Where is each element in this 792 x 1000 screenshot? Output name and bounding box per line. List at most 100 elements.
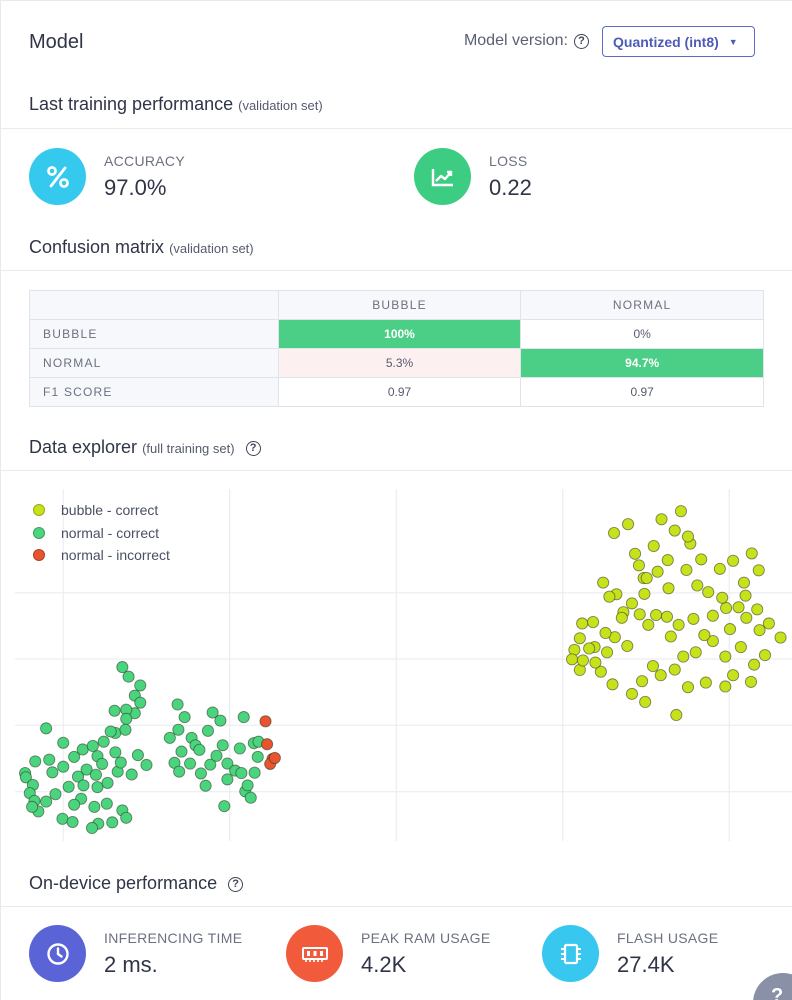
scatter-point[interactable]: [625, 687, 639, 700]
scatter-point[interactable]: [134, 679, 147, 692]
scatter-point[interactable]: [576, 617, 589, 630]
scatter-point[interactable]: [589, 656, 602, 669]
scatter-point[interactable]: [68, 798, 81, 811]
scatter-point[interactable]: [85, 821, 99, 835]
scatter-point[interactable]: [214, 714, 227, 727]
scatter-point[interactable]: [173, 765, 186, 778]
scatter-point[interactable]: [235, 767, 248, 780]
scatter-point[interactable]: [774, 631, 787, 644]
scatter-plot[interactable]: [15, 489, 792, 841]
scatter-point[interactable]: [689, 646, 702, 659]
scatter-point[interactable]: [97, 735, 110, 748]
scatter-point[interactable]: [629, 547, 642, 560]
scatter-point[interactable]: [594, 665, 607, 678]
scatter-point[interactable]: [233, 742, 246, 755]
scatter-point[interactable]: [646, 660, 660, 673]
scatter-point[interactable]: [163, 731, 176, 744]
scatter-point[interactable]: [655, 513, 668, 526]
scatter-point[interactable]: [573, 632, 586, 645]
scatter-point[interactable]: [62, 780, 75, 793]
scatter-point[interactable]: [261, 738, 274, 751]
scatter-point[interactable]: [201, 724, 214, 737]
scatter-point[interactable]: [251, 750, 264, 763]
scatter-point[interactable]: [120, 712, 133, 725]
scatter-point[interactable]: [66, 815, 79, 829]
scatter-point[interactable]: [183, 757, 197, 770]
scatter-point[interactable]: [49, 788, 62, 801]
scatter-point[interactable]: [745, 547, 758, 560]
scatter-point[interactable]: [101, 776, 114, 789]
help-icon[interactable]: ?: [574, 33, 589, 49]
scatter-point[interactable]: [636, 675, 649, 688]
scatter-point[interactable]: [662, 582, 675, 595]
scatter-point[interactable]: [175, 745, 188, 758]
scatter-point[interactable]: [748, 658, 761, 671]
scatter-point[interactable]: [762, 617, 775, 630]
scatter-point[interactable]: [723, 623, 737, 636]
scatter-point[interactable]: [587, 616, 600, 629]
scatter-point[interactable]: [744, 675, 758, 688]
scatter-point[interactable]: [119, 723, 132, 736]
scatter-point[interactable]: [40, 795, 53, 808]
scatter-point[interactable]: [120, 811, 133, 824]
scatter-point[interactable]: [259, 715, 272, 728]
scatter-point[interactable]: [650, 608, 663, 622]
scatter-point[interactable]: [131, 749, 144, 762]
scatter-point[interactable]: [677, 650, 690, 663]
scatter-point[interactable]: [241, 779, 254, 792]
scatter-point[interactable]: [104, 725, 117, 738]
scatter-point[interactable]: [670, 708, 683, 722]
scatter-point[interactable]: [695, 553, 708, 566]
scatter-point[interactable]: [713, 562, 726, 575]
scatter-point[interactable]: [622, 518, 635, 531]
scatter-point[interactable]: [134, 696, 147, 709]
scatter-point[interactable]: [660, 610, 674, 623]
scatter-point[interactable]: [237, 711, 250, 724]
scatter-point[interactable]: [116, 661, 129, 674]
scatter-point[interactable]: [565, 653, 579, 666]
scatter-point[interactable]: [651, 565, 664, 578]
scatter-point[interactable]: [80, 763, 93, 776]
help-chat-button[interactable]: ?: [753, 973, 792, 1000]
model-version-select[interactable]: Quantized (int8) ▼: [602, 26, 755, 57]
scatter-point[interactable]: [194, 767, 207, 780]
scatter-point[interactable]: [210, 749, 223, 762]
scatter-point[interactable]: [719, 650, 732, 663]
scatter-point[interactable]: [268, 751, 281, 764]
scatter-point[interactable]: [699, 676, 712, 689]
scatter-point[interactable]: [638, 587, 651, 600]
scatter-point[interactable]: [740, 611, 753, 624]
scatter-point[interactable]: [668, 524, 681, 537]
scatter-point[interactable]: [681, 681, 695, 694]
scatter-point[interactable]: [753, 624, 766, 637]
scatter-point[interactable]: [632, 559, 646, 572]
scatter-point[interactable]: [221, 773, 234, 786]
scatter-point[interactable]: [737, 576, 751, 589]
scatter-point[interactable]: [751, 603, 764, 616]
legend-item[interactable]: bubble - correct: [33, 499, 170, 522]
scatter-point[interactable]: [218, 800, 231, 813]
scatter-point[interactable]: [109, 746, 122, 759]
scatter-point[interactable]: [43, 753, 56, 766]
scatter-point[interactable]: [56, 812, 69, 825]
scatter-point[interactable]: [122, 670, 135, 683]
legend-item[interactable]: normal - correct: [33, 522, 170, 545]
scatter-point[interactable]: [739, 589, 752, 602]
scatter-point[interactable]: [680, 563, 693, 577]
scatter-point[interactable]: [68, 750, 81, 763]
scatter-point[interactable]: [19, 771, 32, 784]
scatter-point[interactable]: [172, 723, 185, 736]
scatter-point[interactable]: [672, 618, 685, 631]
scatter-point[interactable]: [244, 791, 257, 804]
help-icon[interactable]: ?: [228, 877, 244, 892]
scatter-point[interactable]: [221, 757, 234, 770]
scatter-point[interactable]: [727, 669, 740, 682]
scatter-point[interactable]: [199, 779, 212, 792]
scatter-point[interactable]: [29, 755, 42, 768]
scatter-point[interactable]: [625, 597, 639, 610]
scatter-point[interactable]: [576, 654, 589, 667]
scatter-point[interactable]: [248, 766, 261, 779]
scatter-point[interactable]: [687, 612, 700, 625]
data-explorer-chart[interactable]: [15, 489, 792, 841]
scatter-point[interactable]: [114, 756, 127, 769]
